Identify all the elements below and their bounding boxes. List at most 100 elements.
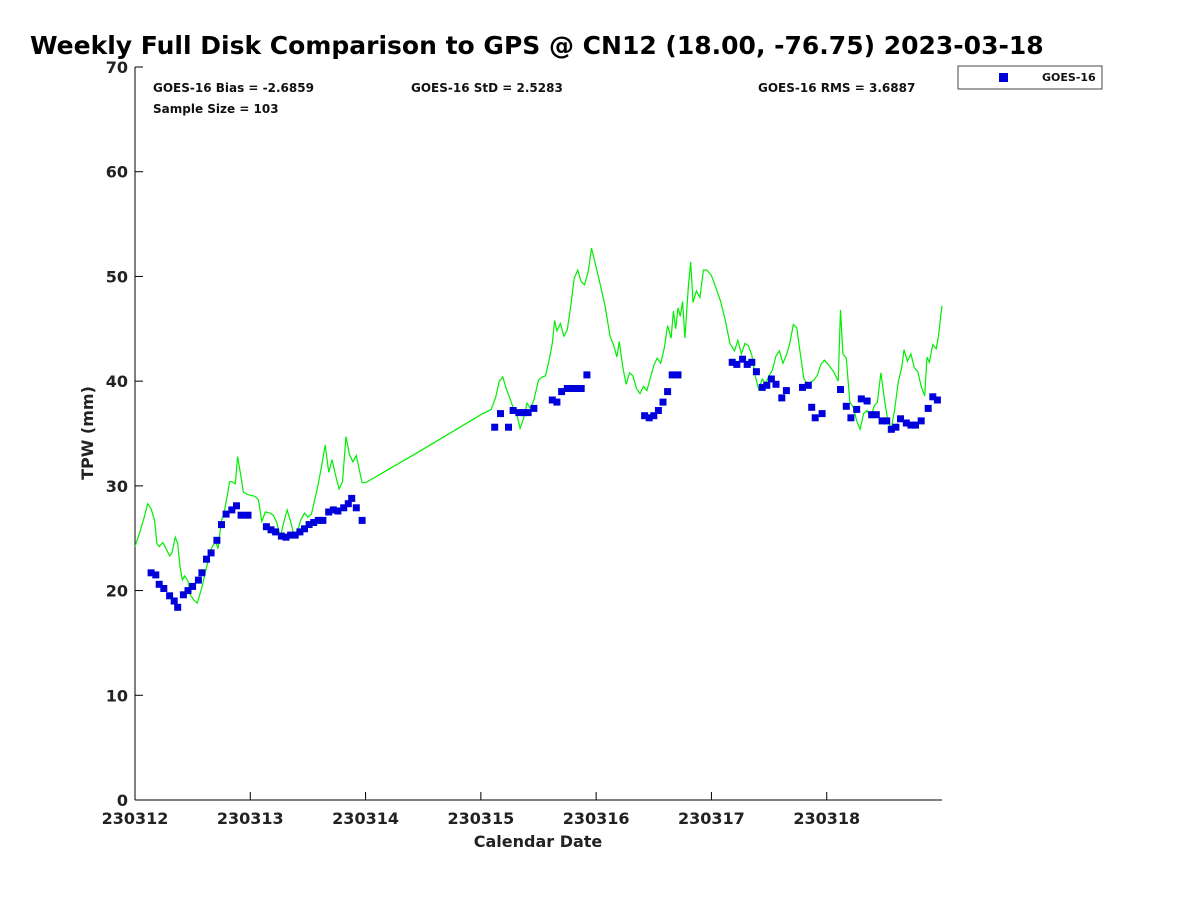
- goes16-point: [155, 580, 163, 588]
- goes16-point: [573, 385, 580, 392]
- goes16-point: [509, 407, 517, 414]
- goes16-point: [818, 410, 826, 418]
- goes16-point: [325, 508, 333, 516]
- goes16-point: [222, 510, 230, 518]
- goes16-point: [147, 569, 155, 577]
- goes16-point: [344, 500, 352, 508]
- goes16-point: [748, 358, 756, 366]
- goes16-point: [170, 597, 178, 605]
- goes16-point: [778, 394, 786, 402]
- goes16-point: [497, 410, 504, 418]
- goes16-point: [548, 396, 556, 404]
- chart-title: Weekly Full Disk Comparison to GPS @ CN1…: [30, 31, 1044, 60]
- y-tick-label: 60: [106, 163, 128, 182]
- goes16-point: [198, 569, 206, 577]
- goes16-point: [808, 403, 816, 411]
- goes16-point: [291, 531, 299, 539]
- x-tick-label: 230317: [678, 809, 745, 828]
- goes16-point: [857, 395, 865, 403]
- goes16-point: [933, 396, 941, 404]
- goes16-point: [301, 525, 308, 533]
- goes16-point: [272, 528, 280, 536]
- y-ticks: 0 10 20 30 40 50 60 70: [106, 58, 143, 810]
- goes16-point: [767, 375, 775, 383]
- goes16-series: [147, 355, 941, 611]
- y-tick-label: 10: [106, 686, 128, 705]
- goes16-point: [659, 398, 667, 406]
- goes16-point: [763, 381, 771, 389]
- goes16-point: [244, 511, 252, 519]
- goes16-point: [804, 381, 812, 389]
- goes16-point: [237, 511, 245, 519]
- goes16-point: [674, 371, 682, 379]
- y-tick-label: 70: [106, 58, 128, 77]
- y-tick-label: 40: [106, 372, 128, 391]
- x-tick-label: 230314: [332, 809, 399, 828]
- goes16-point: [733, 360, 741, 368]
- goes16-point: [654, 407, 662, 414]
- goes16-point: [772, 380, 780, 388]
- goes16-point: [568, 385, 576, 392]
- goes16-point: [491, 423, 499, 431]
- goes16-point: [358, 516, 366, 524]
- goes16-point: [917, 417, 925, 425]
- goes16-point: [872, 411, 880, 419]
- x-tick-label: 230318: [793, 809, 860, 828]
- goes16-point: [348, 494, 356, 502]
- goes16-point: [553, 398, 561, 406]
- x-axis-label: Calendar Date: [474, 832, 603, 851]
- goes16-point: [505, 423, 512, 431]
- goes16-point: [650, 412, 658, 420]
- goes16-point: [837, 386, 844, 393]
- goes16-point: [166, 592, 174, 600]
- std-stat: GOES-16 StD = 2.5283: [411, 81, 563, 95]
- goes16-point: [184, 587, 192, 595]
- y-tick-label: 50: [106, 267, 128, 286]
- goes16-point: [296, 528, 304, 536]
- sample-size-stat: Sample Size = 103: [153, 102, 279, 116]
- goes16-point: [752, 368, 760, 376]
- gps-line: [134, 248, 943, 605]
- goes16-point: [563, 385, 571, 392]
- goes16-point: [160, 585, 168, 592]
- goes16-point: [583, 371, 591, 379]
- goes16-point: [319, 516, 327, 524]
- x-tick-label: 230312: [102, 809, 169, 828]
- goes16-point: [352, 504, 360, 512]
- goes16-point: [314, 516, 322, 524]
- goes16-point: [641, 412, 649, 420]
- goes16-point: [515, 409, 523, 417]
- goes16-point: [179, 591, 187, 599]
- goes16-point: [878, 417, 886, 425]
- y-axis-label: TPW (mm): [78, 386, 97, 480]
- goes16-point: [728, 358, 736, 366]
- goes16-point: [174, 603, 182, 611]
- goes16-point: [218, 521, 225, 529]
- goes16-point: [853, 405, 861, 413]
- goes16-point: [524, 409, 532, 417]
- goes16-point: [887, 425, 895, 433]
- goes16-point: [912, 421, 919, 429]
- goes16-point: [743, 360, 751, 368]
- x-tick-label: 230315: [447, 809, 514, 828]
- goes16-point: [902, 419, 910, 427]
- goes16-point: [782, 387, 790, 395]
- goes16-point: [194, 576, 202, 584]
- goes16-point: [189, 582, 197, 590]
- bias-stat: GOES-16 Bias = -2.6859: [153, 81, 314, 95]
- goes16-point: [863, 397, 871, 405]
- goes16-point: [892, 423, 900, 431]
- x-ticks: 230312 230313 230314 230315 230316 230317 2303…: [102, 792, 860, 828]
- goes16-point: [847, 414, 855, 422]
- x-tick-label: 230313: [217, 809, 284, 828]
- goes16-point: [883, 417, 891, 425]
- goes16-point: [758, 383, 766, 391]
- x-tick-label: 230316: [563, 809, 630, 828]
- goes16-point: [282, 533, 290, 541]
- goes16-point: [907, 421, 915, 429]
- goes16-point: [739, 355, 747, 363]
- goes16-point: [645, 414, 653, 422]
- gps-series: [134, 248, 943, 605]
- goes16-point: [577, 385, 585, 392]
- legend-box: [957, 65, 1103, 90]
